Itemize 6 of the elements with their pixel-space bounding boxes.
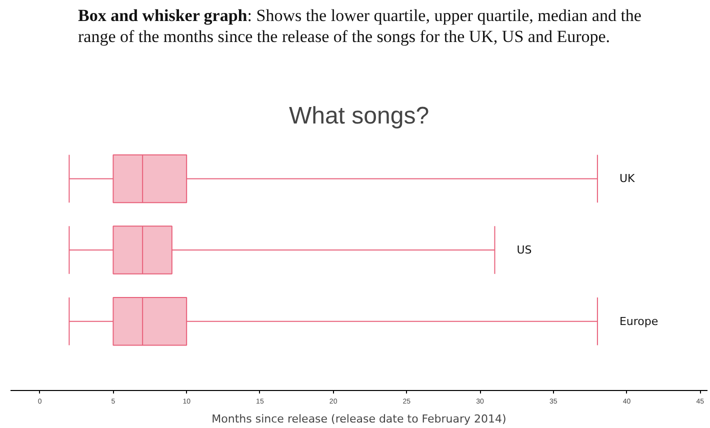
y-tick-label: UK [619, 172, 636, 186]
chart-title: What songs? [288, 102, 430, 130]
y-tick-label: Europe [619, 314, 658, 328]
y-tick-label: US [516, 244, 532, 257]
x-axis-title: Months since release (release date to February 2014) [212, 412, 506, 426]
text: Box and whisker graph [78, 6, 248, 25]
